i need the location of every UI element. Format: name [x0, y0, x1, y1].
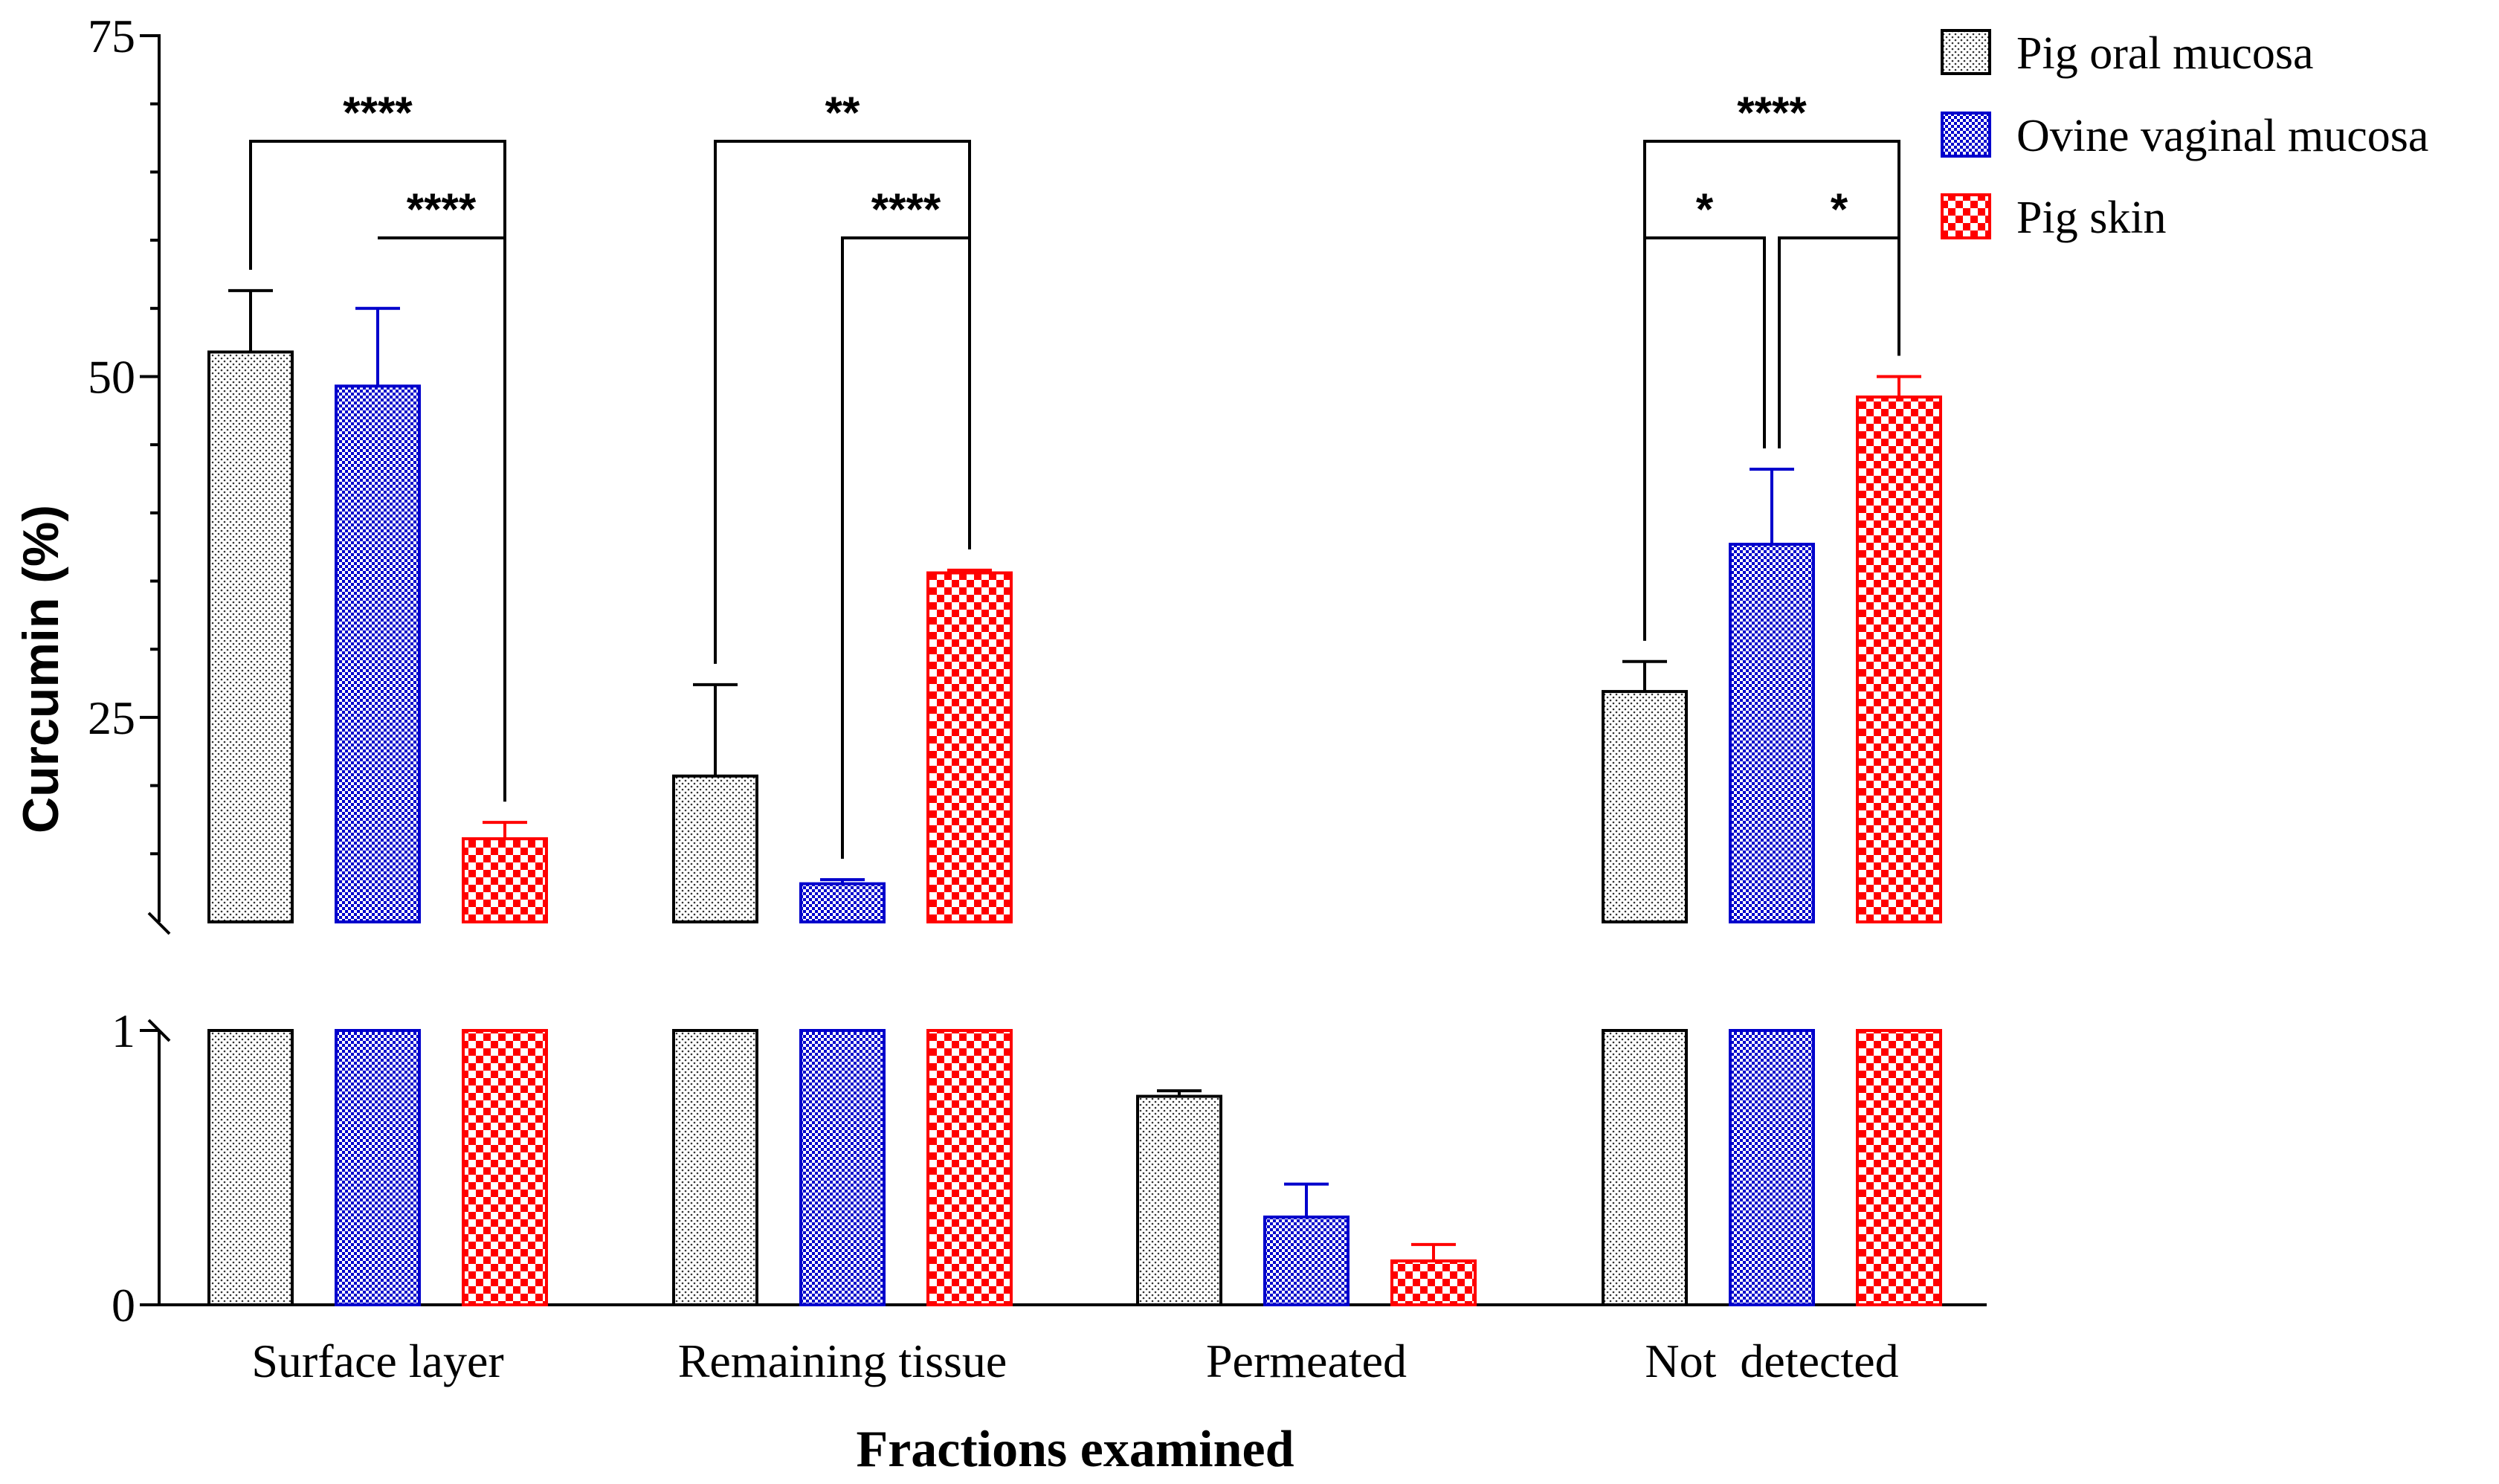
y-tick-label-1: 1 [112, 1004, 135, 1057]
y-tick-label-0: 0 [112, 1279, 135, 1332]
bar-pig-oral-mucosa-surface-layer-lower [207, 1029, 294, 1306]
significance-bracket [378, 236, 506, 802]
legend-item-pig-oral-mucosa: Pig oral mucosa [1941, 28, 2314, 79]
significance-label: **** [871, 184, 941, 234]
legend-swatch-pig-oral-mucosa [1941, 29, 1991, 75]
x-tick-labels: Surface layer Remaining tissue Permeated No… [251, 1335, 1898, 1387]
bar-pig-skin-remaining-tissue [926, 571, 1013, 924]
legend-item-pig-skin: Pig skin [1941, 193, 2167, 243]
bar-pig-skin-not-detected [1856, 395, 1942, 923]
bar-pig-oral-mucosa-permeated [1136, 1094, 1222, 1307]
y-tick-label-50: 50 [88, 350, 135, 403]
bar-ovine-vaginal-mucosa-remaining-tissue [799, 882, 886, 924]
y-tick-label-25: 25 [88, 691, 135, 744]
legend-swatch-ovine-vaginal-mucosa [1941, 112, 1991, 158]
significance-label: **** [407, 184, 477, 234]
bar-pig-oral-mucosa-surface-layer [207, 350, 294, 923]
y-ticks: 0 1 25 50 75 [88, 10, 159, 1332]
legend-item-ovine-vaginal-mucosa: Ovine vaginal mucosa [1941, 111, 2428, 161]
x-tick-label-not-detected: Not detected [1645, 1335, 1898, 1387]
bar-ovine-vaginal-mucosa-surface-layer [335, 384, 421, 923]
bar-ovine-vaginal-mucosa-remaining-tissue-lower [799, 1029, 886, 1306]
legend-label-ovine-vaginal-mucosa: Ovine vaginal mucosa [2016, 111, 2428, 161]
error-bars [228, 288, 1921, 1261]
y-axis-title: Curcumin (%) [13, 505, 69, 833]
bar-pig-oral-mucosa-remaining-tissue [672, 774, 758, 923]
bar-pig-skin-permeated [1390, 1259, 1477, 1306]
bar-pig-skin-remaining-tissue-lower [926, 1029, 1013, 1306]
y-tick-label-75: 75 [88, 10, 135, 62]
significance-bracket [1643, 236, 1766, 641]
x-axis-title: Fractions examined [856, 1421, 1294, 1478]
bar-pig-skin-not-detected-lower [1856, 1029, 1942, 1306]
bar-pig-oral-mucosa-remaining-tissue-lower [672, 1029, 758, 1306]
axis-break-mark-upper [147, 912, 171, 935]
x-tick-label-permeated: Permeated [1206, 1335, 1407, 1387]
bar-ovine-vaginal-mucosa-surface-layer-lower [335, 1029, 421, 1306]
significance-brackets: ******************* * [249, 88, 1900, 859]
significance-bracket [1778, 236, 1900, 449]
legend-swatch-pig-skin [1941, 193, 1991, 239]
significance-label: **** [1737, 88, 1807, 138]
bar-ovine-vaginal-mucosa-not-detected-lower [1729, 1029, 1815, 1306]
significance-label: **** [343, 88, 413, 138]
legend-label-pig-skin: Pig skin [2016, 193, 2167, 243]
significance-label: * [1696, 184, 1714, 234]
x-tick-label-surface-layer: Surface layer [251, 1335, 503, 1387]
bar-pig-skin-surface-layer-lower [462, 1029, 548, 1306]
significance-bracket [841, 236, 971, 859]
significance-label: ** [825, 88, 860, 138]
bar-pig-oral-mucosa-not-detected [1602, 690, 1688, 924]
legend-label-pig-oral-mucosa: Pig oral mucosa [2016, 28, 2314, 79]
significance-label: * [1831, 184, 1848, 234]
bar-pig-skin-surface-layer [462, 837, 548, 923]
bar-pig-oral-mucosa-not-detected-lower [1602, 1029, 1688, 1306]
x-tick-label-remaining-tissue: Remaining tissue [678, 1335, 1007, 1387]
legend: Pig oral mucosa Ovine vaginal mucosa Pig… [1941, 28, 2428, 243]
bars [207, 350, 1942, 1307]
bar-ovine-vaginal-mucosa-permeated [1263, 1215, 1350, 1307]
bar-ovine-vaginal-mucosa-not-detected [1729, 543, 1815, 923]
